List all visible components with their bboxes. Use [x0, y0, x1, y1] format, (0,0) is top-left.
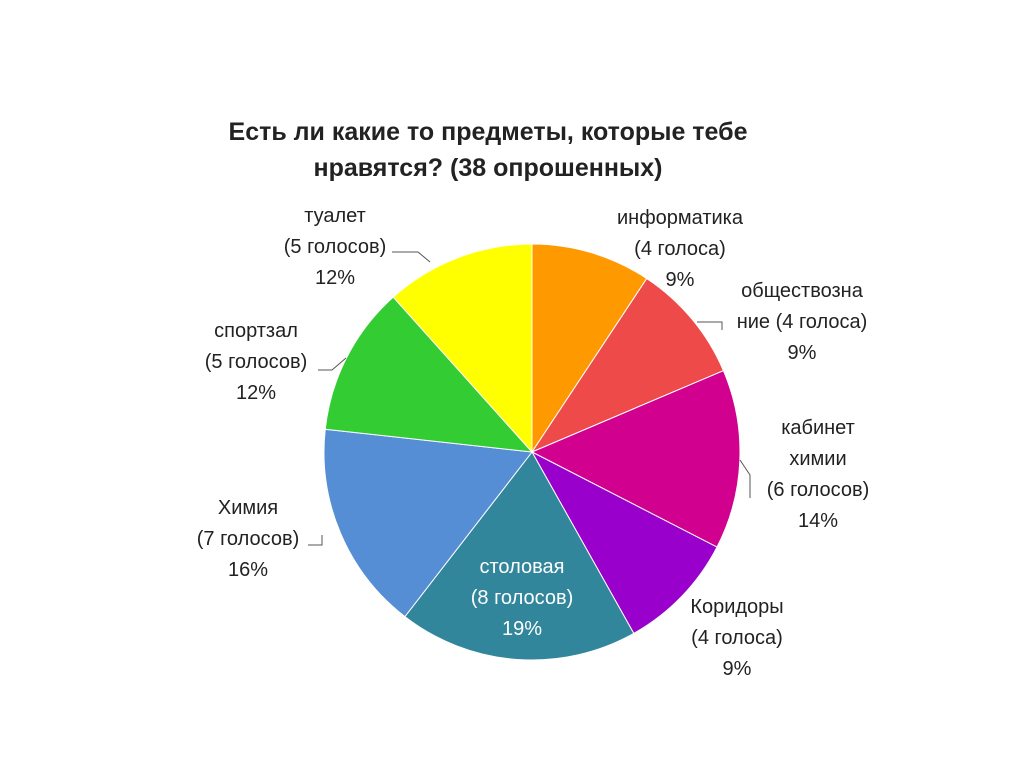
pie-slice-5 — [323, 428, 533, 618]
slice-label-3-line-2: 9% — [723, 658, 752, 680]
slice-label-7-line-0: туалет — [304, 205, 366, 227]
slice-label-0-line-0: информатика — [617, 207, 744, 229]
slice-label-7-line-2: 12% — [315, 267, 355, 289]
pie-slice-4 — [404, 451, 635, 661]
slice-label-1-line-1: ние (4 голоса) — [737, 311, 868, 333]
chart-title-line-2: нравятся? (38 опрошенных) — [313, 154, 662, 182]
pie-slice-2 — [530, 369, 741, 548]
leader-line-2 — [739, 459, 751, 498]
slice-label-4-line-1: (8 голосов) — [471, 587, 574, 609]
slice-label-0-line-1: (4 голоса) — [634, 238, 726, 260]
slice-label-1-line-0: обществозна — [741, 280, 864, 302]
slice-label-2: кабинет химии (6 голосов) 14% — [767, 417, 870, 532]
slice-label-6-line-0: спортзал — [214, 320, 298, 342]
leader-line-7 — [392, 251, 431, 263]
leader-line-1 — [697, 321, 723, 330]
pie-slice-0 — [531, 243, 648, 454]
pie-slice-1 — [530, 277, 725, 454]
slice-label-0: информатика (4 голоса) 9% — [617, 207, 744, 291]
chart-title: Есть ли какие то предметы, которые тебе … — [229, 118, 748, 182]
pie-slice-6 — [324, 296, 534, 453]
slice-label-5-line-1: (7 голосов) — [197, 528, 300, 550]
chart-title-line-1: Есть ли какие то предметы, которые тебе — [229, 118, 748, 146]
slice-label-2-line-2: (6 голосов) — [767, 479, 870, 501]
slice-label-5-line-2: 16% — [228, 559, 268, 581]
slice-label-4: столовая (8 голосов) 19% — [471, 556, 574, 640]
slice-label-5: Химия (7 голосов) 16% — [197, 497, 300, 581]
slice-label-6: спортзал (5 голосов) 12% — [205, 320, 308, 404]
slice-label-4-line-0: столовая — [480, 556, 565, 578]
slice-label-5-line-0: Химия — [218, 497, 278, 519]
slice-label-0-line-2: 9% — [666, 269, 695, 291]
slice-label-7: туалет (5 голосов) 12% — [284, 205, 387, 289]
slice-label-1: обществозна ние (4 голоса) 9% — [737, 280, 868, 364]
slice-labels: информатика (4 голоса) 9% обществозна ние (4… — [197, 205, 870, 680]
leader-line-5 — [308, 535, 323, 546]
leader-line-6 — [318, 357, 347, 371]
slice-label-3-line-1: (4 голоса) — [691, 627, 783, 649]
slice-label-7-line-1: (5 голосов) — [284, 236, 387, 258]
slice-label-6-line-1: (5 голосов) — [205, 351, 308, 373]
pie-slice-3 — [530, 450, 718, 635]
slice-label-3: Коридоры (4 голоса) 9% — [690, 596, 783, 680]
pie-slice-7 — [392, 243, 533, 454]
slice-label-6-line-2: 12% — [236, 382, 276, 404]
leader-lines — [308, 251, 751, 546]
pie-slices — [323, 243, 741, 661]
slice-label-2-line-3: 14% — [798, 510, 838, 532]
slice-label-3-line-0: Коридоры — [690, 596, 783, 618]
slice-label-1-line-2: 9% — [788, 342, 817, 364]
slice-label-4-line-2: 19% — [502, 618, 542, 640]
slice-label-2-line-1: химии — [789, 448, 846, 470]
slice-label-2-line-0: кабинет — [781, 417, 855, 439]
